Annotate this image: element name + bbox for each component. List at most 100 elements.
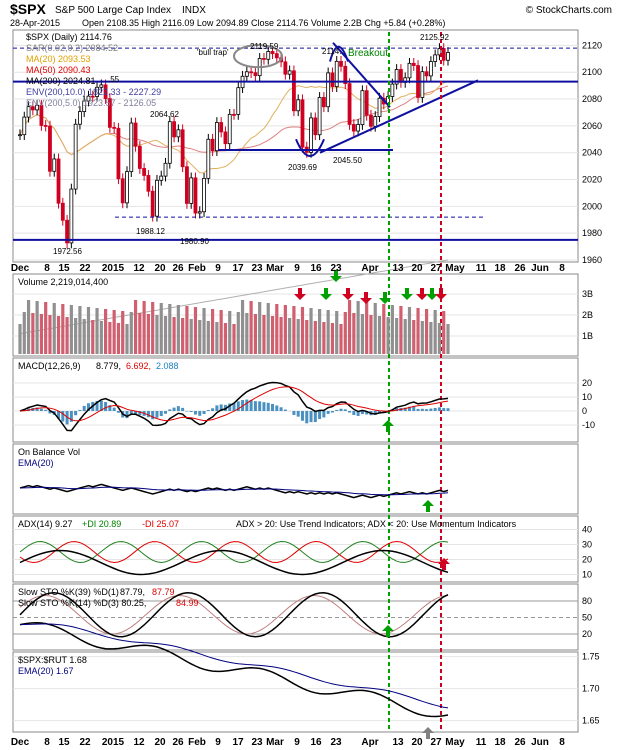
volume-bar (412, 320, 416, 354)
volume-bar (279, 317, 283, 354)
down-arrow-icon (379, 292, 391, 304)
candle-body (364, 90, 369, 116)
macd-histogram-bar (433, 407, 437, 411)
macd-histogram-bar (185, 411, 189, 412)
candle-body (253, 72, 258, 77)
candle-body (274, 53, 279, 59)
candle-body (163, 162, 168, 177)
candle-body (249, 71, 254, 74)
volume-bar (442, 311, 446, 354)
candle-body (155, 179, 159, 217)
macd-histogram-bar (181, 407, 185, 411)
candle-body (296, 99, 301, 112)
candle-body (309, 117, 313, 153)
obv-label: On Balance Vol (18, 447, 80, 457)
macd-histogram-bar (437, 407, 441, 411)
macd-histogram-bar (146, 411, 150, 418)
x-tick-label-top: 20 (411, 263, 423, 274)
macd-histogram-bar (442, 408, 446, 411)
macd-histogram-bar (356, 411, 360, 416)
down-arrow-icon (416, 288, 428, 300)
candle-body (103, 84, 108, 99)
volume-bar (86, 307, 91, 354)
macd-histogram-bar (189, 411, 193, 412)
macd-histogram-bar (313, 411, 317, 423)
x-tick-label-bottom: Jun (531, 737, 549, 748)
x-tick-label-top: 26 (172, 263, 184, 274)
macd-histogram-bar (232, 403, 236, 411)
bottom-arc (295, 138, 325, 158)
volume-bar (31, 313, 35, 354)
x-tick-label-bottom: 22 (79, 737, 91, 748)
ratio-tick-label: 1.75 (582, 652, 600, 662)
legend-ma200: MA(200) 2024.81 (26, 76, 96, 86)
adx-tick-label: 20 (582, 555, 592, 565)
sto-tick-label: 20 (582, 629, 592, 639)
candle-body (197, 211, 202, 214)
adx-tick-label: 30 (582, 540, 592, 550)
annotation-2064: 2064.62 (150, 110, 179, 119)
macd-histogram-bar (420, 408, 424, 411)
volume-bar (433, 310, 437, 354)
legend-sar: SAR(0.02,0.2) 2084.52 (26, 43, 118, 53)
rising-trendline (319, 79, 479, 154)
price-tick-label: 2120 (582, 40, 602, 50)
macd-histogram-bar (416, 408, 420, 411)
price-marks (13, 32, 578, 732)
candle-body (219, 122, 224, 133)
volume-bar (437, 323, 442, 354)
volume-bar (146, 314, 150, 354)
x-tick-label-top: 2015 (102, 263, 125, 274)
annotation-breakout: Breakout (348, 48, 388, 59)
bull-trap-ellipse (233, 44, 283, 69)
x-ticks-bottom: Dec 8 15 22 2015 12 20 26 Feb 9 17 23 Mar 9 16 23 Apr 13 2… (11, 737, 565, 748)
ratio-tick-label: 1.65 (582, 716, 600, 726)
annotation-2039: 2039.69 (288, 163, 317, 172)
x-tick-label-bottom: 9 (294, 737, 300, 748)
candle-body (292, 70, 296, 112)
macd-histogram-bar (82, 405, 86, 411)
macd-histogram-bar (258, 401, 262, 411)
volume-bar (356, 301, 360, 354)
macd-histogram-bar (339, 408, 343, 411)
x-tick-label-top: 8 (559, 263, 565, 274)
macd-histogram-bar (129, 411, 133, 415)
candle-body (433, 54, 438, 62)
volume-bar (253, 314, 257, 354)
candle-body (399, 69, 403, 83)
macd-histogram-bar (206, 410, 210, 411)
macd-histogram-bar (164, 411, 168, 414)
volume-bar (352, 313, 356, 354)
candle-body (223, 131, 228, 145)
volume-bar (420, 321, 424, 354)
volume-bar (262, 315, 266, 354)
annotation-2045: 2045.50 (333, 156, 362, 165)
macd-histogram-bar (249, 400, 253, 411)
candle-body (172, 121, 176, 138)
candle-body (347, 83, 352, 125)
candle-body (210, 138, 215, 152)
macd-tick-label: -10 (582, 420, 595, 430)
candle-body (373, 116, 378, 127)
candle-body (30, 106, 35, 111)
volume-bar (39, 314, 43, 354)
price-tick-label: 1960 (582, 255, 602, 265)
candle-body (437, 48, 442, 56)
chart-date: 28-Apr-2015 (10, 18, 60, 28)
macd-histogram-bar (352, 411, 356, 416)
candle-body (159, 175, 164, 181)
candle-body (326, 72, 331, 108)
x-tick-label-bottom: 16 (310, 737, 322, 748)
x-tick-label-top: 16 (310, 263, 322, 274)
volume-bar (322, 322, 326, 354)
volume-bar (296, 319, 300, 354)
ratio-tick-label: 1.70 (582, 684, 600, 694)
volume-bar (283, 305, 287, 354)
volume-bar (48, 315, 52, 354)
candle-body (22, 116, 27, 136)
candle-body (287, 70, 292, 75)
sto-label2: Slow STO %K(14) %D(3) 80.25, (18, 598, 146, 608)
candle-body (69, 188, 74, 244)
volume-bar (193, 307, 198, 354)
volume-bar (112, 310, 116, 354)
